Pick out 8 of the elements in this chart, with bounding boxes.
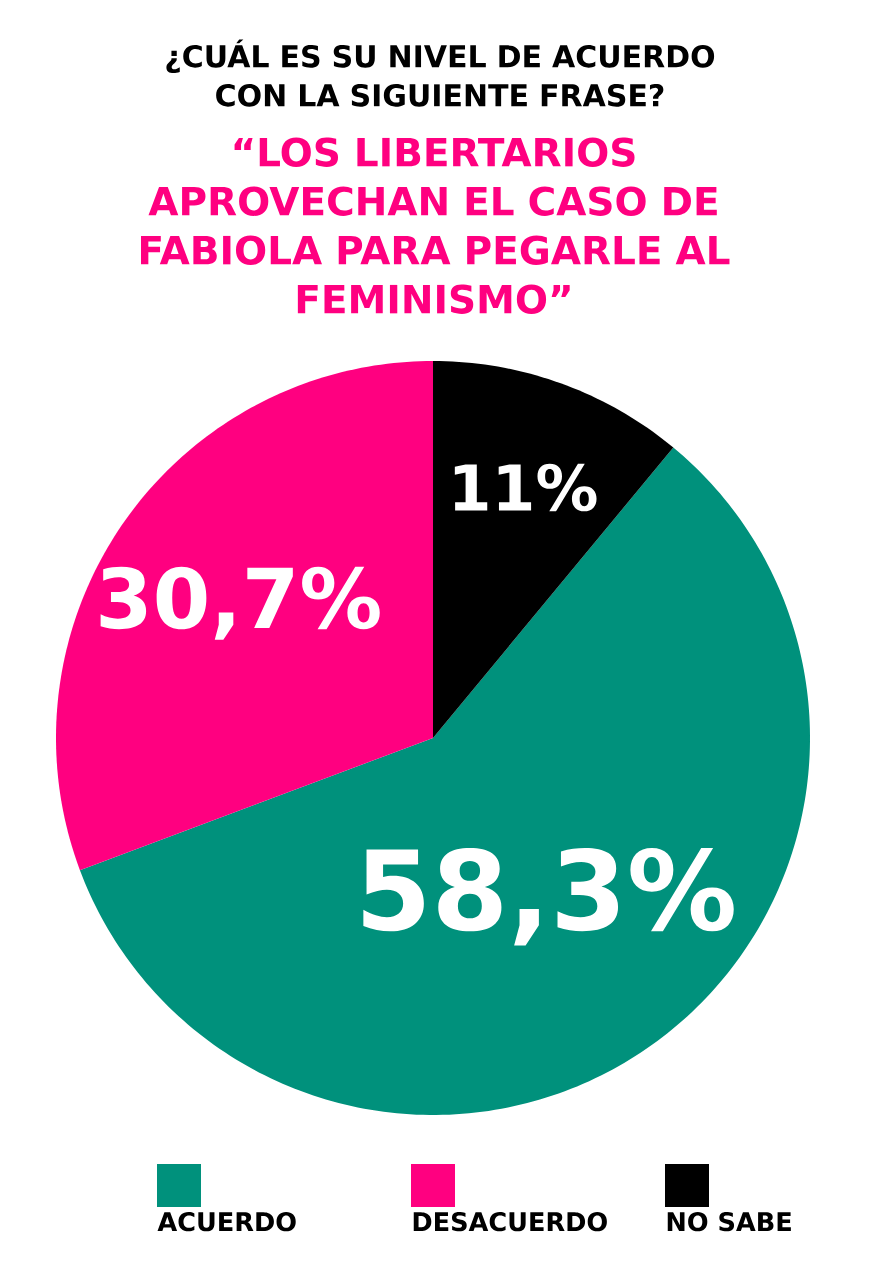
legend-label: NO SABE	[667, 1211, 791, 1232]
legend-label: ACUERDO	[157, 1211, 296, 1232]
chart-subtitle: “LOS LIBERTARIOS APROVECHAN EL CASO DE FABIOLA PARA PEGARLE AL FEMINISMO”	[141, 137, 730, 314]
data-label: 11%	[454, 463, 597, 512]
chart-title: ¿CUÁL ES SU NIVEL DE ACUERDO CON LA SIGUIENTE FRASE?	[166, 39, 715, 107]
data-label: 58,3%	[363, 847, 734, 946]
legend-label: DESACUERDO	[413, 1211, 607, 1232]
data-label: 30,7%	[100, 566, 380, 640]
